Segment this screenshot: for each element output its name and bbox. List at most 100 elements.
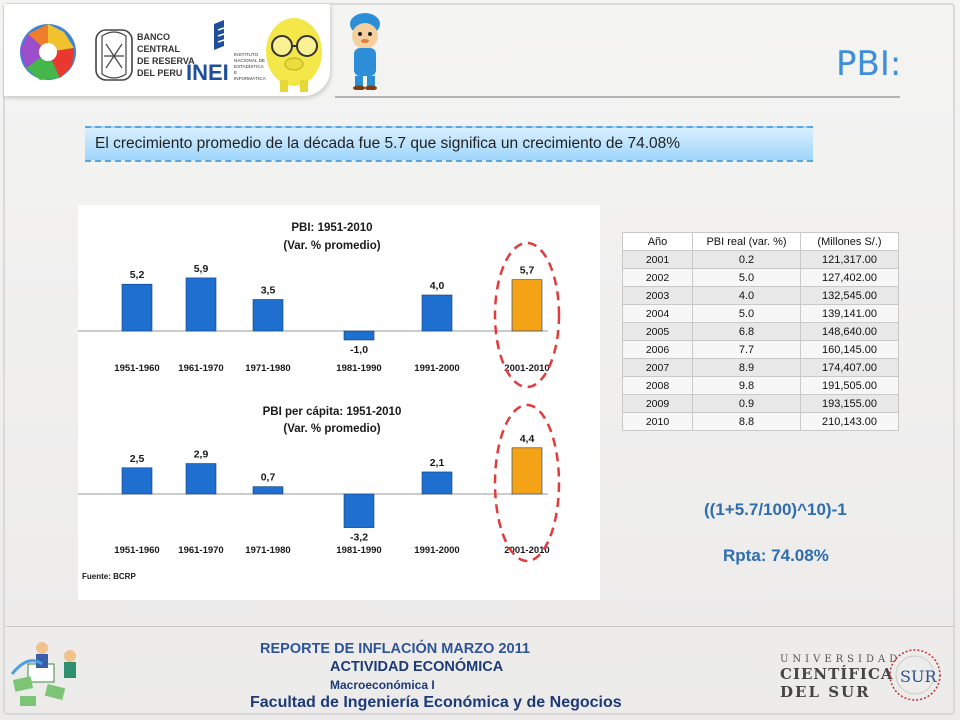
university-line-3: DEL SUR	[780, 683, 871, 701]
bcrp-line-3: DE RESERVA	[137, 56, 195, 66]
table-cell-growth: 8.8	[692, 412, 801, 431]
footer-section: ACTIVIDAD ECONÓMICA	[330, 659, 504, 675]
chart-1-highlight-ellipse	[493, 241, 561, 389]
chart-1-bar	[252, 299, 284, 332]
chart-1-category-label: 1971-1980	[245, 363, 290, 374]
globe-logo-icon	[20, 24, 76, 80]
table-cell-growth: 4.0	[692, 286, 801, 305]
growth-formula: ((1+5.7/100)^10)-1	[704, 500, 847, 519]
table-cell-growth: 0.2	[692, 250, 801, 269]
chart-2-value-label: 2,9	[194, 449, 209, 461]
table-row: 2008 9.8 191,505.00	[622, 376, 899, 395]
logo-panel: BANCO CENTRAL DE RESERVA DEL PERU INEI I…	[4, 4, 330, 96]
table-cell-millions: 160,145.00	[800, 340, 899, 359]
table-cell-millions: 148,640.00	[800, 322, 899, 341]
table-cell-year: 2010	[622, 412, 693, 431]
chart-1-value-label: 3,5	[261, 285, 276, 297]
university-logo: UNIVERSIDAD CIENTÍFICA DEL SUR	[780, 654, 901, 701]
chart-1-bar	[421, 294, 453, 332]
table-cell-year: 2007	[622, 358, 693, 377]
chart-1-category-label: 1991-2000	[414, 363, 459, 374]
table-cell-growth: 7.7	[692, 340, 801, 359]
gdp-table: Año PBI real (var. %) (Millones S/.) 200…	[622, 232, 899, 431]
gdp-table-grid: Año PBI real (var. %) (Millones S/.) 200…	[622, 232, 899, 431]
chart-2-category-label: 1981-1990	[336, 545, 381, 556]
table-row: 2005 6.8 148,640.00	[622, 322, 899, 341]
chart-2-subtitle: (Var. % promedio)	[283, 423, 380, 435]
chart-2-bar	[252, 486, 284, 495]
chart-source-note: Fuente: BCRP	[82, 572, 136, 581]
chart-2-value-label: -3,2	[350, 532, 368, 544]
inei-sub-2: NACIONAL DE	[234, 58, 265, 63]
table-cell-year: 2001	[622, 250, 693, 269]
chart-1-value-label: -1,0	[350, 344, 368, 356]
chart-1-value-label: 5,2	[130, 269, 145, 281]
chart-2-category-label: 1961-1970	[178, 545, 223, 556]
bar-charts: PBI: 1951-2010 (Var. % promedio) 5,2 1951-1…	[78, 222, 561, 581]
table-cell-growth: 5.0	[692, 304, 801, 323]
table-header-year: Año	[622, 232, 693, 251]
table-cell-year: 2008	[622, 376, 693, 395]
table-header-row: Año PBI real (var. %) (Millones S/.)	[622, 232, 899, 251]
business-people-illustration-icon	[10, 642, 76, 706]
table-cell-millions: 121,317.00	[800, 250, 899, 269]
table-row: 2004 5.0 139,141.00	[622, 304, 899, 323]
table-row: 2009 0.9 193,155.00	[622, 394, 899, 413]
chart-2-value-label: 0,7	[261, 472, 276, 484]
chart-1-bar	[511, 279, 543, 332]
chart-1-subtitle: (Var. % promedio)	[283, 240, 380, 252]
chart-1-value-label: 5,7	[520, 265, 535, 277]
table-cell-growth: 9.8	[692, 376, 801, 395]
table-row: 2002 5.0 127,402.00	[622, 268, 899, 287]
table-cell-growth: 0.9	[692, 394, 801, 413]
footer-text-block: REPORTE DE INFLACIÓN MARZO 2011 ACTIVIDA…	[250, 640, 710, 712]
table-cell-growth: 8.9	[692, 358, 801, 377]
table-row: 2001 0.2 121,317.00	[622, 250, 899, 269]
table-cell-year: 2006	[622, 340, 693, 359]
chart-1-bar	[343, 330, 375, 341]
chart-1-value-label: 4,0	[430, 280, 445, 292]
table-cell-millions: 210,143.00	[800, 412, 899, 431]
footer-course: Macroeconómica I	[330, 678, 435, 692]
bcrp-line-4: DEL PERU	[137, 68, 182, 78]
table-cell-year: 2003	[622, 286, 693, 305]
table-cell-growth: 5.0	[692, 268, 801, 287]
bcrp-logo-icon	[95, 29, 133, 81]
table-cell-year: 2009	[622, 394, 693, 413]
page-title: PBI:	[836, 44, 902, 84]
inei-sub-5: INFORMÁTICA	[234, 75, 267, 81]
table-cell-millions: 191,505.00	[800, 376, 899, 395]
cartoon-character-icon	[350, 13, 380, 90]
table-cell-year: 2002	[622, 268, 693, 287]
chart-2-value-label: 2,5	[130, 453, 145, 465]
footer-faculty: Facultad de Ingeniería Económica y de Ne…	[250, 694, 622, 711]
bcrp-line-2: CENTRAL	[137, 44, 180, 54]
inei-sub-4: E	[234, 70, 237, 75]
logos-graphic: BANCO CENTRAL DE RESERVA DEL PERU INEI I…	[20, 18, 322, 92]
table-row: 2007 8.9 174,407.00	[622, 358, 899, 377]
chart-1-category-label: 1981-1990	[336, 363, 381, 374]
chart-2-category-label: 2001-2010	[504, 545, 549, 556]
table-cell-millions: 127,402.00	[800, 268, 899, 287]
table-row: 2003 4.0 132,545.00	[622, 286, 899, 305]
chart-2-bar	[121, 467, 153, 495]
table-row: 2006 7.7 160,145.00	[622, 340, 899, 359]
summary-text: El crecimiento promedio de la década fue…	[95, 135, 681, 152]
university-line-2: CIENTÍFICA	[780, 665, 894, 683]
footer-divider	[6, 626, 954, 627]
chart-1-bar	[121, 283, 153, 332]
chart-2-category-label: 1991-2000	[414, 545, 459, 556]
chart-2-category-label: 1971-1980	[245, 545, 290, 556]
chart-2-value-label: 4,4	[520, 433, 535, 445]
inei-wordmark: INEI	[186, 60, 229, 85]
table-cell-growth: 6.8	[692, 322, 801, 341]
chart-2-title: PBI per cápita: 1951-2010	[263, 406, 402, 418]
footer-report-title: REPORTE DE INFLACIÓN MARZO 2011	[260, 641, 530, 657]
summary-box: El crecimiento promedio de la década fue…	[85, 126, 813, 162]
table-header-millions: (Millones S/.)	[800, 232, 899, 251]
table-cell-millions: 174,407.00	[800, 358, 899, 377]
seal-text: SUR	[900, 667, 937, 686]
bcrp-line-1: BANCO	[137, 32, 170, 42]
chart-2-value-label: 2,1	[430, 457, 445, 469]
growth-answer: Rpta: 74.08%	[723, 546, 829, 565]
